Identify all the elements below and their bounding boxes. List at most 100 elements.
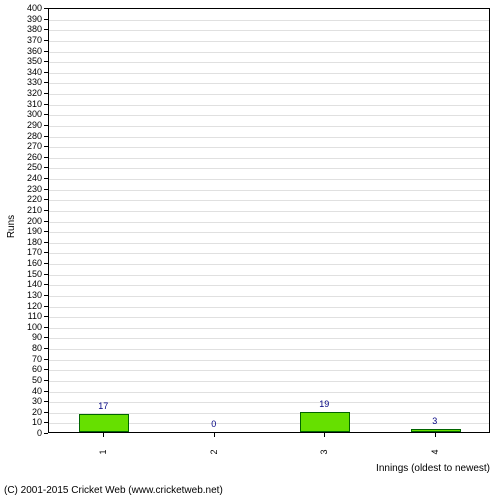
y-tick-mark bbox=[44, 316, 48, 317]
y-tick-mark bbox=[44, 125, 48, 126]
x-axis-label: Innings (oldest to newest) bbox=[376, 463, 490, 474]
grid-line bbox=[49, 200, 489, 201]
y-tick-label: 80 bbox=[0, 343, 42, 353]
y-tick-label: 120 bbox=[0, 301, 42, 311]
x-tick-mark bbox=[214, 433, 215, 437]
y-tick-mark bbox=[44, 61, 48, 62]
y-tick-mark bbox=[44, 82, 48, 83]
y-tick-label: 210 bbox=[0, 205, 42, 215]
x-tick-mark bbox=[324, 433, 325, 437]
x-tick-label: 3 bbox=[319, 449, 329, 454]
x-tick-label: 2 bbox=[209, 449, 219, 454]
y-tick-mark bbox=[44, 51, 48, 52]
grid-line bbox=[49, 317, 489, 318]
y-tick-label: 170 bbox=[0, 247, 42, 257]
y-tick-label: 30 bbox=[0, 396, 42, 406]
y-tick-mark bbox=[44, 114, 48, 115]
y-tick-label: 60 bbox=[0, 364, 42, 374]
y-tick-mark bbox=[44, 306, 48, 307]
y-tick-label: 320 bbox=[0, 88, 42, 98]
y-tick-mark bbox=[44, 401, 48, 402]
grid-line bbox=[49, 381, 489, 382]
grid-line bbox=[49, 264, 489, 265]
y-tick-label: 230 bbox=[0, 184, 42, 194]
grid-line bbox=[49, 41, 489, 42]
x-tick-label: 1 bbox=[98, 449, 108, 454]
y-tick-mark bbox=[44, 104, 48, 105]
bar-value-label: 0 bbox=[211, 419, 216, 429]
y-tick-label: 280 bbox=[0, 131, 42, 141]
bar bbox=[79, 414, 129, 432]
y-tick-mark bbox=[44, 19, 48, 20]
grid-line bbox=[49, 392, 489, 393]
grid-line bbox=[49, 20, 489, 21]
y-tick-mark bbox=[44, 167, 48, 168]
y-tick-label: 0 bbox=[0, 428, 42, 438]
y-tick-mark bbox=[44, 242, 48, 243]
y-tick-label: 290 bbox=[0, 120, 42, 130]
y-tick-label: 250 bbox=[0, 162, 42, 172]
y-tick-mark bbox=[44, 146, 48, 147]
y-tick-label: 20 bbox=[0, 407, 42, 417]
y-tick-mark bbox=[44, 189, 48, 190]
y-tick-label: 240 bbox=[0, 173, 42, 183]
y-tick-mark bbox=[44, 422, 48, 423]
grid-line bbox=[49, 211, 489, 212]
y-tick-label: 390 bbox=[0, 14, 42, 24]
grid-line bbox=[49, 402, 489, 403]
x-tick-mark bbox=[103, 433, 104, 437]
y-tick-label: 200 bbox=[0, 216, 42, 226]
bar bbox=[300, 412, 350, 432]
y-tick-mark bbox=[44, 136, 48, 137]
chart-container: Runs Innings (oldest to newest) (C) 2001… bbox=[0, 0, 500, 500]
y-tick-mark bbox=[44, 295, 48, 296]
y-tick-mark bbox=[44, 199, 48, 200]
y-tick-label: 140 bbox=[0, 279, 42, 289]
grid-line bbox=[49, 168, 489, 169]
grid-line bbox=[49, 190, 489, 191]
y-tick-label: 300 bbox=[0, 109, 42, 119]
grid-line bbox=[49, 30, 489, 31]
y-tick-mark bbox=[44, 157, 48, 158]
y-tick-label: 160 bbox=[0, 258, 42, 268]
grid-line bbox=[49, 62, 489, 63]
grid-line bbox=[49, 94, 489, 95]
y-tick-label: 70 bbox=[0, 354, 42, 364]
y-tick-mark bbox=[44, 72, 48, 73]
grid-line bbox=[49, 243, 489, 244]
y-tick-mark bbox=[44, 263, 48, 264]
grid-line bbox=[49, 275, 489, 276]
grid-line bbox=[49, 370, 489, 371]
y-tick-mark bbox=[44, 380, 48, 381]
y-tick-mark bbox=[44, 327, 48, 328]
grid-line bbox=[49, 83, 489, 84]
y-tick-mark bbox=[44, 40, 48, 41]
y-tick-mark bbox=[44, 369, 48, 370]
x-tick-label: 4 bbox=[430, 449, 440, 454]
y-tick-mark bbox=[44, 391, 48, 392]
grid-line bbox=[49, 222, 489, 223]
y-tick-mark bbox=[44, 274, 48, 275]
grid-line bbox=[49, 232, 489, 233]
y-tick-label: 400 bbox=[0, 3, 42, 13]
y-tick-label: 130 bbox=[0, 290, 42, 300]
grid-line bbox=[49, 338, 489, 339]
y-tick-label: 190 bbox=[0, 226, 42, 236]
y-tick-mark bbox=[44, 359, 48, 360]
y-tick-mark bbox=[44, 93, 48, 94]
y-tick-label: 340 bbox=[0, 67, 42, 77]
bar bbox=[411, 429, 461, 432]
y-tick-label: 370 bbox=[0, 35, 42, 45]
grid-line bbox=[49, 126, 489, 127]
copyright-text: (C) 2001-2015 Cricket Web (www.cricketwe… bbox=[4, 485, 223, 496]
grid-line bbox=[49, 253, 489, 254]
y-tick-label: 150 bbox=[0, 269, 42, 279]
grid-line bbox=[49, 307, 489, 308]
grid-line bbox=[49, 105, 489, 106]
y-tick-label: 90 bbox=[0, 332, 42, 342]
grid-line bbox=[49, 349, 489, 350]
y-tick-mark bbox=[44, 8, 48, 9]
y-tick-label: 270 bbox=[0, 141, 42, 151]
y-tick-label: 10 bbox=[0, 417, 42, 427]
grid-line bbox=[49, 158, 489, 159]
